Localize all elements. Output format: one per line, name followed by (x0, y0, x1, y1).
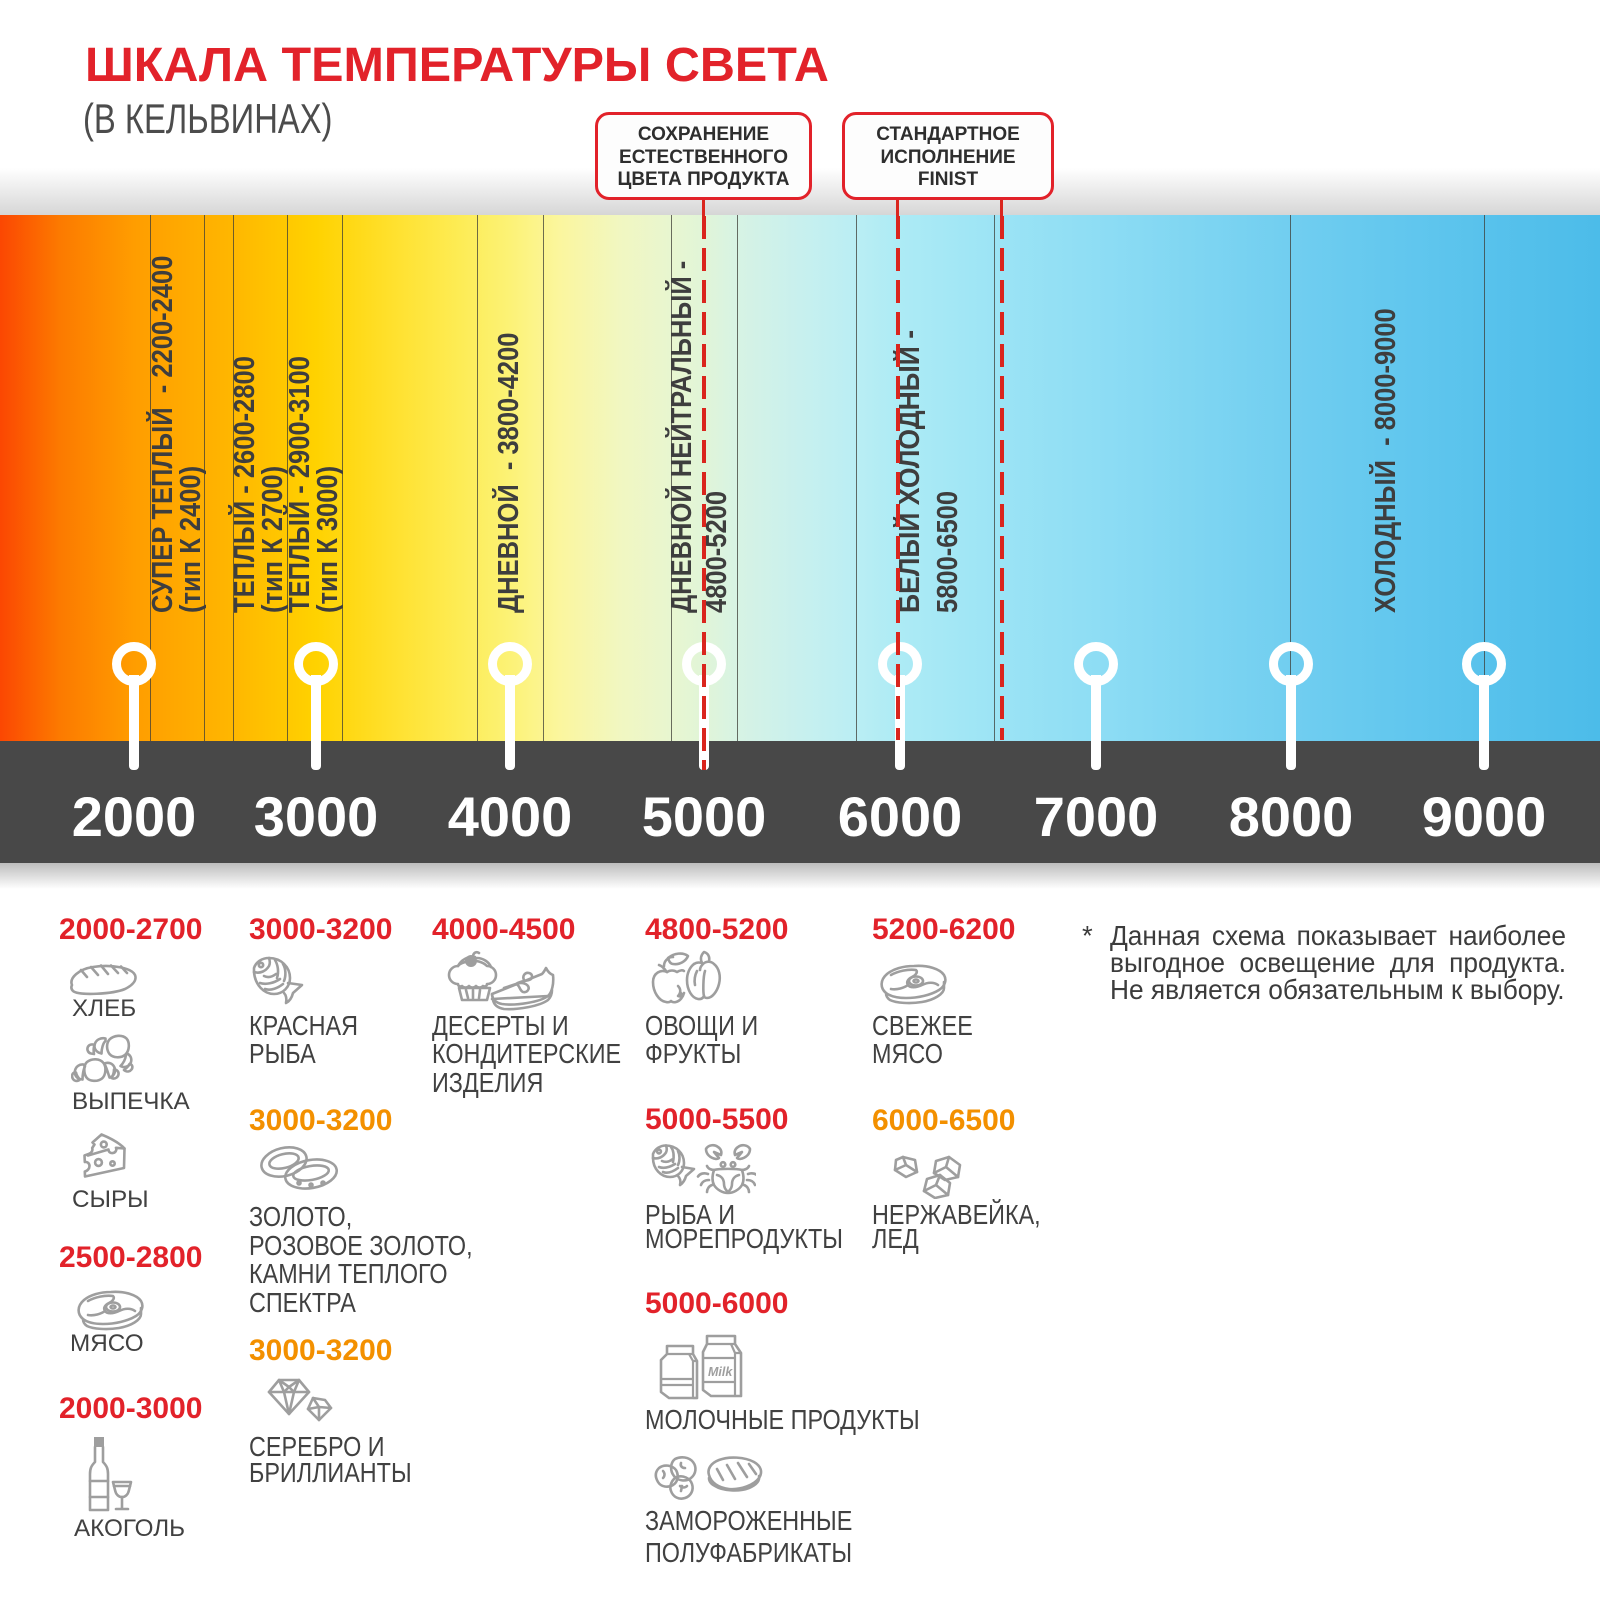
svg-text:Milk: Milk (708, 1365, 733, 1379)
